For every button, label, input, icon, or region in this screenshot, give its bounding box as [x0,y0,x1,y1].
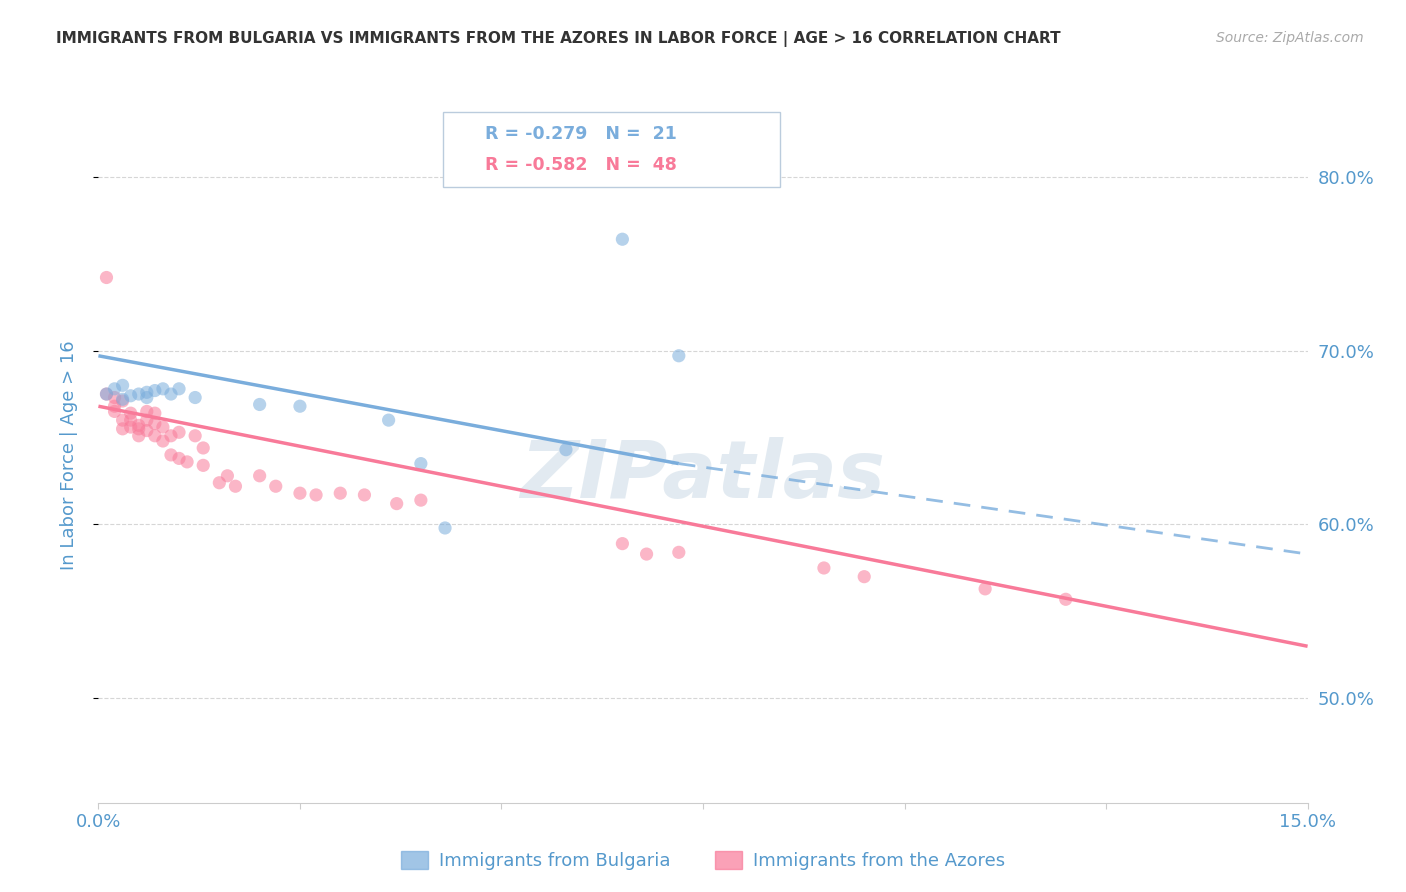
Point [813,561,835,575]
Point [193,441,215,455]
Point [103,391,125,405]
Point [120,420,142,434]
Point [668,349,690,363]
Point [974,582,997,596]
Point [409,493,432,508]
Point [377,413,399,427]
Text: Source: ZipAtlas.com: Source: ZipAtlas.com [1216,31,1364,45]
Text: IMMIGRANTS FROM BULGARIA VS IMMIGRANTS FROM THE AZORES IN LABOR FORCE | AGE > 16: IMMIGRANTS FROM BULGARIA VS IMMIGRANTS F… [56,31,1062,47]
Point [120,413,142,427]
Point [555,442,578,457]
Point [128,418,150,433]
Point [305,488,328,502]
Point [184,391,207,405]
Point [152,420,174,434]
Point [193,458,215,473]
Point [128,429,150,443]
Point [120,389,142,403]
Point [249,468,271,483]
Circle shape [457,122,477,142]
Point [612,232,634,246]
Point [143,417,166,431]
Point [143,406,166,420]
Text: ZIPatlas: ZIPatlas [520,437,886,515]
Point [160,429,183,443]
Point [111,378,134,392]
Point [128,422,150,436]
Point [184,429,207,443]
Point [135,404,157,418]
Point [135,424,157,438]
Point [434,521,457,535]
Point [96,387,118,401]
Text: R = -0.279   N =  21: R = -0.279 N = 21 [485,125,676,143]
Point [120,406,142,420]
Point [208,475,231,490]
Point [135,385,157,400]
Y-axis label: In Labor Force | Age > 16: In Labor Force | Age > 16 [59,340,77,570]
Point [264,479,287,493]
Point [111,422,134,436]
Point [217,468,239,483]
Point [288,399,311,413]
Point [224,479,246,493]
Point [176,455,198,469]
Point [128,387,150,401]
Point [668,545,690,559]
Point [612,536,634,550]
Point [143,429,166,443]
Point [135,391,157,405]
Point [111,394,134,409]
Point [249,397,271,411]
Point [143,384,166,398]
Point [636,547,658,561]
Point [1054,592,1077,607]
Point [385,497,408,511]
Point [103,399,125,413]
Point [353,488,375,502]
Text: R = -0.582   N =  48: R = -0.582 N = 48 [485,156,676,174]
Point [329,486,352,500]
Point [167,382,190,396]
Point [111,413,134,427]
Point [135,413,157,427]
Point [152,434,174,448]
Point [160,448,183,462]
Legend: Immigrants from Bulgaria, Immigrants from the Azores: Immigrants from Bulgaria, Immigrants fro… [394,844,1012,877]
Point [111,392,134,407]
Point [160,387,183,401]
Point [96,270,118,285]
Point [409,457,432,471]
Point [103,382,125,396]
Point [288,486,311,500]
Point [103,404,125,418]
Point [167,425,190,440]
Circle shape [457,155,477,175]
Point [96,387,118,401]
Point [853,570,876,584]
Point [152,382,174,396]
Point [167,451,190,466]
